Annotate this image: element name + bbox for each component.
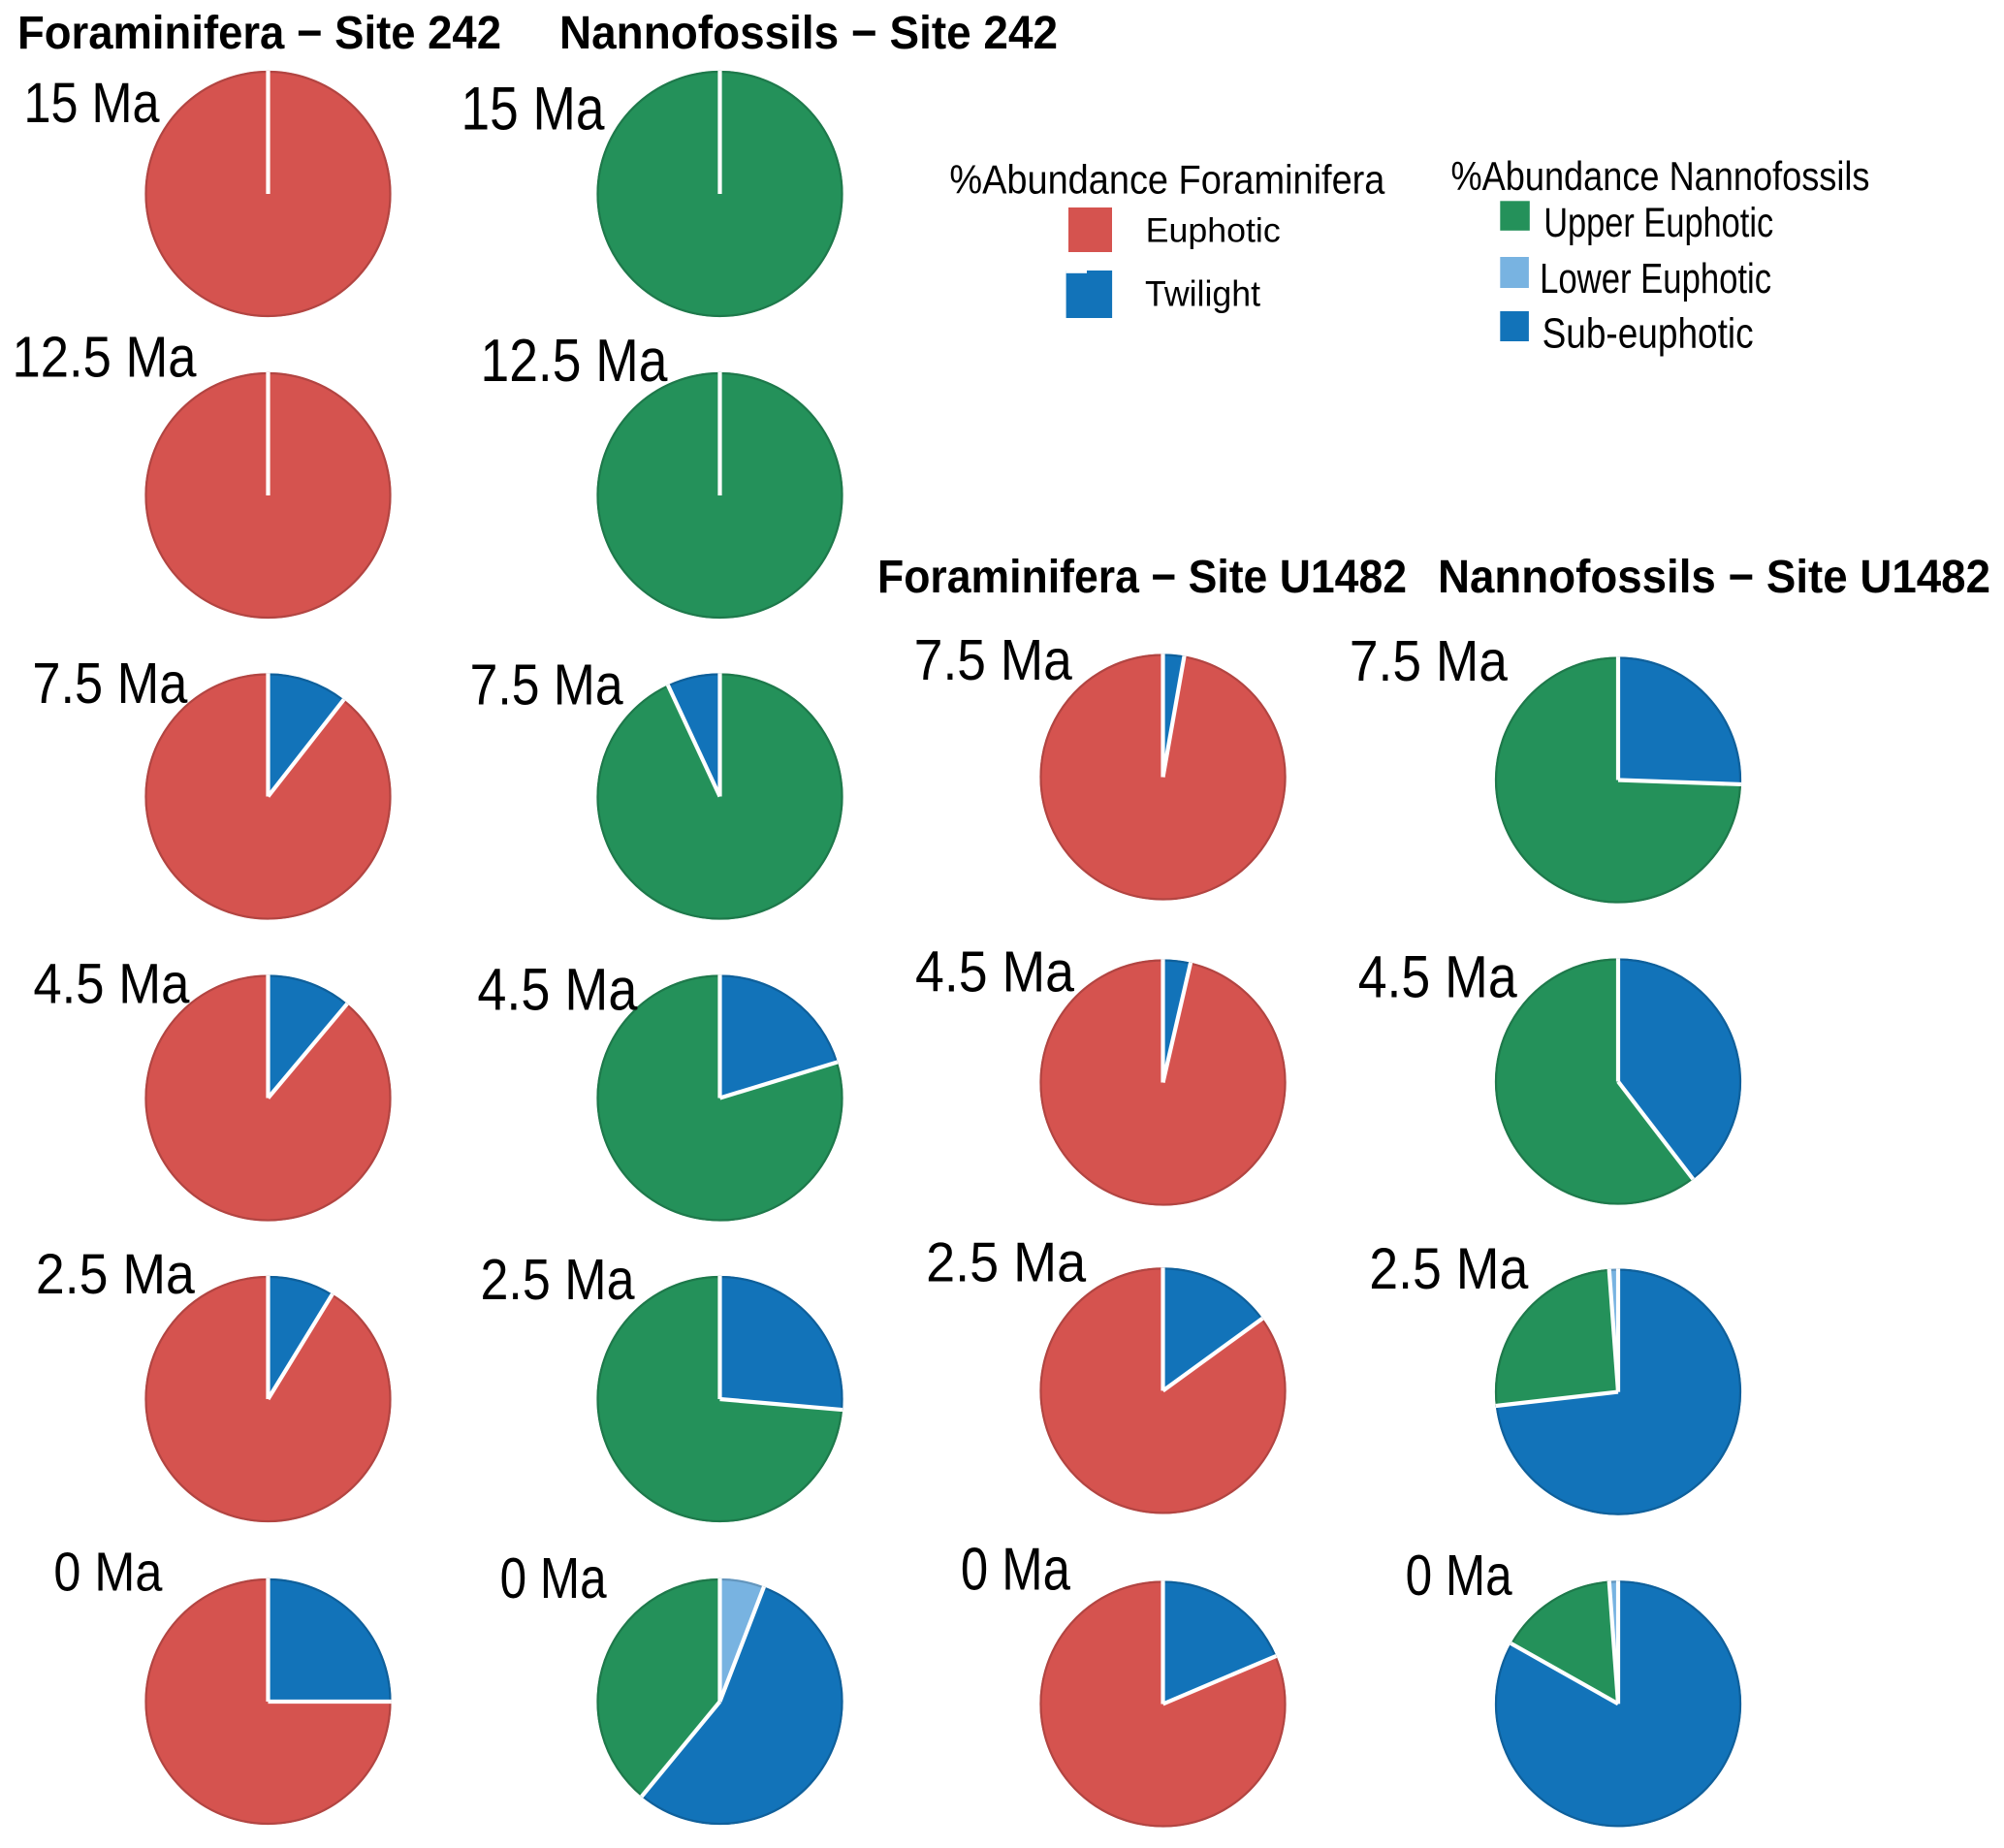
svg-text:Nannofossils − Site 242: Nannofossils − Site 242: [559, 8, 1058, 59]
svg-text:4.5 Ma: 4.5 Ma: [915, 940, 1075, 1004]
svg-text:%Abundance Nannofossils: %Abundance Nannofossils: [1451, 153, 1870, 199]
svg-text:0 Ma: 0 Ma: [1406, 1544, 1512, 1608]
svg-text:Foraminifera − Site 242: Foraminifera − Site 242: [17, 8, 501, 59]
svg-text:2.5 Ma: 2.5 Ma: [481, 1248, 635, 1312]
svg-text:Twilight: Twilight: [1145, 274, 1260, 314]
svg-text:2.5 Ma: 2.5 Ma: [926, 1231, 1086, 1293]
svg-text:2.5 Ma: 2.5 Ma: [36, 1243, 196, 1306]
svg-text:Upper Euphotic: Upper Euphotic: [1543, 200, 1773, 246]
svg-text:15 Ma: 15 Ma: [24, 72, 161, 135]
svg-text:12.5 Ma: 12.5 Ma: [13, 326, 197, 390]
svg-text:Lower Euphotic: Lower Euphotic: [1540, 255, 1771, 303]
svg-text:7.5 Ma: 7.5 Ma: [914, 627, 1073, 692]
svg-text:7.5 Ma: 7.5 Ma: [32, 652, 187, 716]
svg-text:4.5 Ma: 4.5 Ma: [477, 957, 637, 1023]
svg-text:4.5 Ma: 4.5 Ma: [1358, 944, 1517, 1010]
svg-text:0 Ma: 0 Ma: [53, 1542, 162, 1604]
svg-text:Euphotic: Euphotic: [1146, 211, 1281, 250]
svg-text:0 Ma: 0 Ma: [961, 1536, 1070, 1603]
svg-text:12.5 Ma: 12.5 Ma: [481, 328, 668, 395]
svg-text:15 Ma: 15 Ma: [461, 75, 606, 143]
svg-text:Nannofossils − Site U1482: Nannofossils − Site U1482: [1438, 552, 1990, 603]
svg-text:7.5 Ma: 7.5 Ma: [1350, 628, 1509, 693]
svg-text:4.5 Ma: 4.5 Ma: [33, 953, 189, 1016]
svg-text:Foraminifera − Site U1482: Foraminifera − Site U1482: [877, 552, 1407, 603]
svg-text:7.5 Ma: 7.5 Ma: [470, 653, 624, 717]
svg-text:%Abundance Foraminifera: %Abundance Foraminifera: [949, 156, 1385, 202]
svg-text:0 Ma: 0 Ma: [500, 1546, 607, 1610]
svg-text:2.5 Ma: 2.5 Ma: [1369, 1236, 1529, 1301]
svg-text:Sub-euphotic: Sub-euphotic: [1543, 310, 1754, 358]
